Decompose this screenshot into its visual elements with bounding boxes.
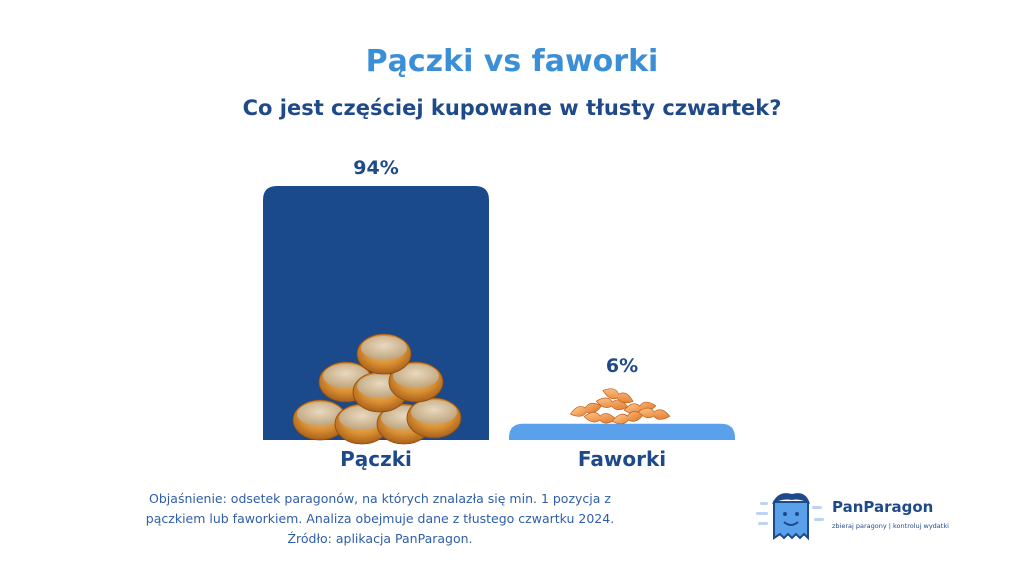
chart-title: Pączki vs faworki bbox=[365, 44, 659, 79]
faworki-pile-icon bbox=[570, 388, 671, 425]
donut bbox=[388, 361, 444, 403]
donut-pile-icon bbox=[292, 333, 462, 445]
donut bbox=[292, 399, 348, 441]
logo-brand-name: PanParagon bbox=[832, 498, 934, 516]
faworek bbox=[602, 388, 634, 404]
panparagon-logo: PanParagon zbieraj paragony | kontroluj … bbox=[756, 488, 956, 548]
footnote-line-2: pączkiem lub faworkiem. Analiza obejmuje… bbox=[145, 511, 615, 526]
footnote: Objaśnienie: odsetek paragonów, na który… bbox=[80, 489, 680, 549]
category-label-pączki: Pączki bbox=[340, 447, 412, 471]
value-label-faworki: 6% bbox=[606, 355, 638, 377]
donut bbox=[356, 333, 412, 375]
receipt-mascot-icon bbox=[756, 493, 824, 541]
chart-subtitle: Co jest częściej kupowane w tłusty czwar… bbox=[242, 96, 782, 120]
bar-faworki bbox=[509, 423, 735, 440]
logo-tagline: zbieraj paragony | kontroluj wydatki bbox=[832, 522, 949, 530]
category-label-faworki: Faworki bbox=[578, 447, 666, 471]
footnote-line-3: Źródło: aplikacja PanParagon. bbox=[287, 531, 473, 546]
faworek bbox=[583, 412, 617, 424]
footnote-line-1: Objaśnienie: odsetek paragonów, na który… bbox=[149, 491, 611, 506]
donut bbox=[406, 397, 462, 439]
faworek bbox=[637, 407, 671, 420]
value-label-pączki: 94% bbox=[353, 157, 398, 179]
